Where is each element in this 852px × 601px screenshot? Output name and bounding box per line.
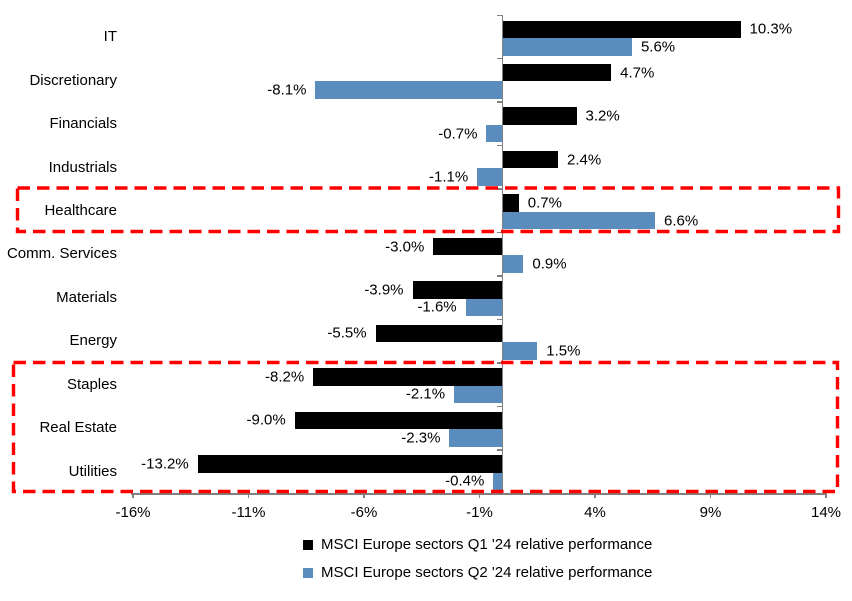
category-tick-mark: [496, 492, 503, 494]
q2-bar-real-estate: [449, 429, 503, 447]
value-label: -5.5%: [327, 324, 367, 342]
category-tick-mark: [496, 318, 503, 321]
x-axis-tick-mark: [132, 493, 134, 498]
category-tick-mark: [496, 449, 503, 451]
x-axis-tick-label: 9%: [699, 504, 722, 521]
category-label: Staples: [66, 375, 117, 393]
value-label: -9.0%: [246, 411, 286, 429]
category-tick-mark: [496, 14, 503, 16]
x-axis-tick-label: -11%: [231, 504, 266, 521]
q1-legend-label: MSCI Europe sectors Q1 '24 relative perf…: [321, 536, 653, 553]
x-axis-tick-mark: [363, 493, 365, 498]
q2-bar-discretionary: [315, 81, 503, 99]
category-label: Financials: [49, 115, 117, 133]
x-axis-tick-label: -16%: [115, 504, 151, 521]
category-label: Industrials: [48, 158, 117, 176]
x-axis-tick-mark: [478, 493, 481, 498]
q2-bar-energy: [502, 342, 538, 360]
q1-bar-real-estate: [294, 411, 503, 430]
value-label: -3.9%: [364, 281, 404, 299]
value-label: 3.2%: [585, 107, 620, 125]
q1-bar-comm-services: [433, 237, 503, 256]
q2-bar-healthcare: [502, 211, 656, 230]
value-label: -3.0%: [385, 238, 425, 255]
q2-bar-comm-services: [502, 255, 524, 273]
value-label: -1.1%: [429, 168, 469, 186]
value-label: 0.9%: [532, 255, 567, 273]
q2-bar-it: [502, 38, 632, 56]
category-label: IT: [103, 28, 117, 46]
value-label: -1.6%: [417, 298, 457, 316]
x-axis-tick-mark: [247, 493, 250, 498]
category-label: Materials: [56, 288, 117, 306]
value-label: -2.3%: [401, 429, 441, 447]
x-axis-tick-label: 4%: [584, 504, 606, 521]
category-tick-mark: [496, 188, 503, 190]
highlight-box-healthcare: [15, 186, 841, 234]
category-tick-mark: [496, 144, 503, 147]
value-label: -0.7%: [438, 125, 478, 143]
value-label: 10.3%: [749, 20, 793, 38]
q1-bar-financials: [502, 107, 577, 125]
category-tick-mark: [496, 405, 503, 408]
q1-bar-materials: [412, 281, 503, 299]
value-label: -0.4%: [445, 472, 485, 490]
value-label: -8.1%: [267, 81, 307, 99]
category-tick-mark: [496, 57, 503, 60]
value-label: 4.7%: [620, 64, 655, 82]
category-label: Comm. Services: [6, 245, 117, 263]
q1-legend-swatch-icon: [303, 540, 313, 550]
value-label: -2.1%: [405, 385, 446, 403]
value-label: 2.4%: [567, 151, 602, 169]
category-tick-mark: [496, 101, 503, 103]
y-axis-line: [501, 15, 504, 493]
q2-bar-industrials: [477, 168, 503, 186]
q2-bar-staples: [454, 385, 503, 404]
category-tick-mark: [496, 275, 503, 277]
category-label: Healthcare: [44, 202, 117, 220]
x-axis-tick-label: 14%: [810, 504, 842, 521]
q1-bar-discretionary: [502, 63, 612, 82]
category-label: Discretionary: [29, 71, 117, 89]
q2-legend-swatch-icon: [303, 568, 313, 578]
category-label: Energy: [69, 332, 117, 350]
value-label: 5.6%: [640, 38, 676, 56]
value-label: 6.6%: [664, 212, 699, 230]
x-axis-tick-mark: [709, 493, 712, 498]
x-axis-tick-label: -6%: [350, 504, 378, 521]
q1-bar-it: [502, 20, 741, 38]
q1-bar-healthcare: [502, 194, 519, 212]
value-label: 0.7%: [527, 194, 562, 212]
x-axis-tick-label: -1%: [466, 504, 493, 521]
value-label: 1.5%: [546, 342, 581, 360]
q1-bar-utilities: [197, 455, 503, 473]
q2-bar-financials: [486, 124, 503, 143]
legend-item-q1: MSCI Europe sectors Q1 '24 relative perf…: [303, 535, 652, 555]
category-label: Utilities: [68, 462, 117, 480]
q1-bar-industrials: [502, 150, 559, 169]
q2-legend-label: MSCI Europe sectors Q2 '24 relative perf…: [321, 564, 653, 581]
q2-bar-materials: [465, 298, 503, 317]
value-label: -8.2%: [264, 368, 305, 386]
category-tick-mark: [496, 231, 503, 234]
x-axis-tick-mark: [594, 493, 596, 498]
q1-bar-staples: [313, 368, 503, 386]
value-label: -13.2%: [141, 455, 189, 473]
category-label: Real Estate: [39, 419, 117, 437]
legend-item-q2: MSCI Europe sectors Q2 '24 relative perf…: [303, 563, 652, 583]
q1-bar-energy: [375, 324, 503, 343]
x-axis-line: [131, 493, 826, 495]
category-tick-mark: [496, 362, 503, 364]
legend: MSCI Europe sectors Q1 '24 relative perf…: [303, 535, 652, 583]
x-axis-tick-mark: [825, 493, 827, 498]
